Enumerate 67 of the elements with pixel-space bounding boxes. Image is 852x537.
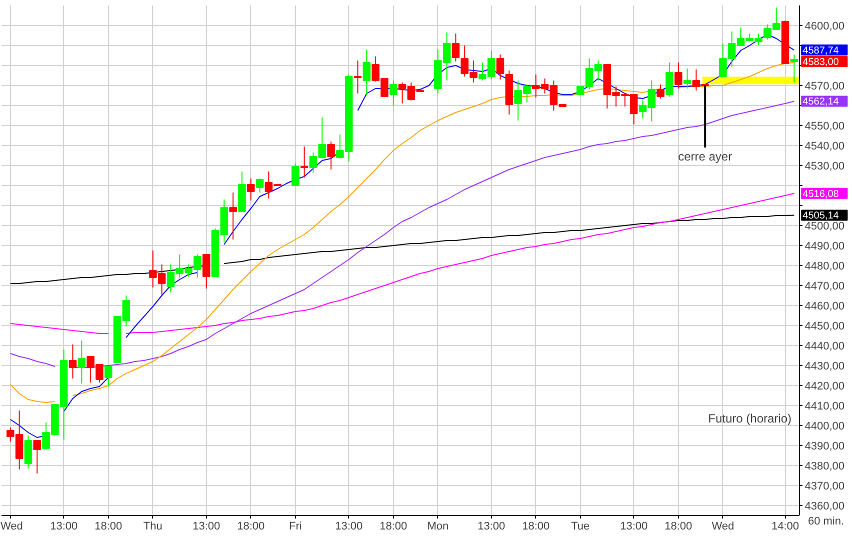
- candlestick: [24, 435, 32, 469]
- y-tick-label: 4430,00: [804, 360, 845, 372]
- candlestick: [674, 62, 682, 89]
- y-tick-label: 4490,00: [804, 240, 845, 252]
- y-tick-label: 4450,00: [804, 320, 845, 332]
- text: 4583,00: [802, 57, 840, 68]
- candlestick: [656, 84, 664, 99]
- x-axis-title: 60 min.: [808, 516, 844, 528]
- y-tick-label: 4400,00: [804, 420, 845, 432]
- candlestick: [78, 340, 86, 384]
- candlestick: [362, 49, 371, 96]
- x-tick-label: 18:00: [237, 520, 265, 532]
- x-tick-label: 14:00: [771, 520, 800, 532]
- candlestick: [300, 146, 308, 178]
- y-tick-label: 4420,00: [804, 380, 845, 392]
- y-tick-label: 4600,00: [804, 20, 845, 32]
- y-tick-label: 4540,00: [804, 140, 845, 152]
- x-tick-label: 13:00: [620, 520, 648, 532]
- candlestick: [246, 178, 255, 201]
- text: Futuro (horario): [708, 412, 792, 426]
- y-tick-label: 4570,00: [804, 80, 845, 92]
- x-tick-label: 13:00: [478, 520, 506, 532]
- x-tick-label: 13:00: [335, 520, 363, 532]
- candlestick: [229, 192, 237, 240]
- y-tick-label: 4390,00: [804, 440, 845, 452]
- y-tick-label: 4500,00: [804, 220, 845, 232]
- candlestick: [790, 54, 798, 83]
- x-tick-label: 18:00: [94, 520, 122, 532]
- candlestick: [68, 344, 77, 379]
- candlestick: [389, 80, 398, 106]
- candlestick: [292, 163, 300, 186]
- x-tick-label: Thu: [143, 520, 162, 532]
- x-tick-label: Tue: [571, 520, 590, 532]
- y-tick-label: 4410,00: [804, 400, 845, 412]
- y-tick-label: 4380,00: [804, 460, 845, 472]
- candlestick: [354, 60, 362, 94]
- x-tick-label: 18:00: [664, 520, 692, 532]
- y-tick-label: 4370,00: [804, 480, 845, 492]
- data-label: 4587,74: [802, 46, 840, 57]
- candlestick: [683, 68, 692, 89]
- x-tick-label: 13:00: [50, 520, 78, 532]
- data-label: 4505,14: [802, 210, 840, 222]
- x-tick-label: 13:00: [192, 520, 220, 532]
- y-tick-label: 4460,00: [804, 300, 845, 312]
- y-tick-label: 4530,00: [804, 160, 845, 172]
- candlestick: [666, 62, 674, 97]
- data-label: 4516,08: [802, 188, 840, 200]
- y-tick-label: 4480,00: [804, 260, 845, 272]
- candlestick: [202, 254, 210, 289]
- candlestick: [452, 33, 460, 62]
- candlestick: [104, 366, 112, 387]
- x-tick-label: Wed: [712, 520, 734, 532]
- x-tick-label: Fri: [288, 520, 302, 532]
- y-tick-label: 4440,00: [804, 340, 845, 352]
- y-tick-label: 4550,00: [804, 120, 845, 132]
- x-tick-label: 18:00: [522, 520, 550, 532]
- candlestick: [327, 141, 335, 170]
- candlestick: [256, 178, 264, 193]
- y-tick-label: 4470,00: [804, 280, 845, 292]
- x-tick-label: Mon: [427, 520, 449, 532]
- x-tick-label: Wed: [0, 520, 23, 532]
- candlestick: [33, 440, 42, 474]
- y-tick-label: 4360,00: [804, 500, 845, 512]
- annotation: cerre ayer: [678, 150, 732, 164]
- x-tick-label: 18:00: [380, 520, 408, 532]
- data-label: 4562,14: [802, 96, 840, 108]
- candlestick: [496, 54, 504, 80]
